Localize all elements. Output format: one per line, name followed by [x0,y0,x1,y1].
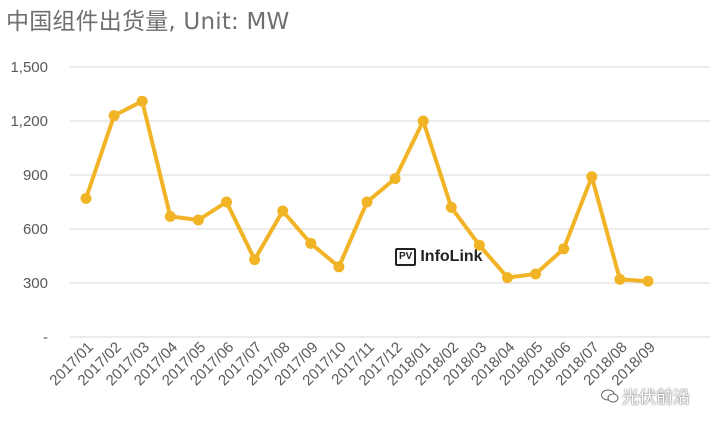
data-point [249,254,261,266]
y-tick-label: 1,500 [10,59,48,76]
data-point [530,268,542,280]
data-point [389,173,401,185]
data-point [473,239,485,251]
data-point [305,237,317,249]
data-point [361,196,373,208]
data-point [108,110,120,122]
data-point [642,275,654,287]
data-point [333,261,345,273]
data-point [586,171,598,183]
data-point [277,205,289,217]
data-point [445,201,457,213]
y-tick-label: 300 [23,275,48,292]
data-point [558,243,570,255]
wechat-icon [601,389,619,402]
data-point [80,192,92,204]
logo-badge: PV [395,248,417,266]
y-tick-label: 1,200 [10,113,48,130]
data-point [417,115,429,127]
infolink-logo: PV InfoLink [395,248,483,266]
y-tick-label: 600 [23,221,48,238]
y-tick-label: 900 [23,167,48,184]
data-point [614,273,626,285]
data-point [502,272,513,284]
watermark-text: 光伏前沿 [622,388,690,408]
data-point [192,214,204,226]
y-tick-label: - [43,329,48,346]
data-point [221,196,232,208]
watermark: 光伏前沿 [601,383,690,408]
logo-text: InfoLink [420,248,483,265]
data-point [136,95,148,107]
chart-title: 中国组件出货量, Unit: MW [6,9,290,35]
data-point [164,210,176,222]
